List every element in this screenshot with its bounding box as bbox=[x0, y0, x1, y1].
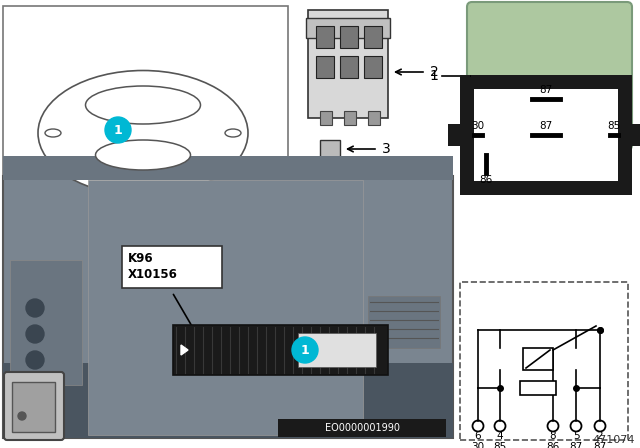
Text: 8: 8 bbox=[550, 431, 556, 441]
Text: X10156: X10156 bbox=[128, 268, 178, 281]
Bar bbox=[460, 75, 470, 85]
Bar bbox=[316, 26, 334, 48]
Bar bbox=[490, 145, 504, 163]
Text: 3: 3 bbox=[382, 142, 391, 156]
Circle shape bbox=[26, 325, 44, 343]
Text: K96: K96 bbox=[128, 251, 154, 264]
FancyBboxPatch shape bbox=[467, 2, 632, 150]
Bar bbox=[308, 10, 388, 118]
Bar bbox=[122, 246, 222, 288]
Text: 30: 30 bbox=[472, 442, 484, 448]
Ellipse shape bbox=[86, 86, 200, 124]
Bar bbox=[278, 419, 446, 437]
Bar bbox=[460, 282, 628, 440]
Bar bbox=[3, 176, 453, 438]
Text: 471074: 471074 bbox=[593, 435, 635, 445]
Bar bbox=[590, 145, 604, 163]
Text: 2: 2 bbox=[430, 65, 439, 79]
Bar bbox=[340, 26, 358, 48]
Circle shape bbox=[105, 117, 131, 143]
Bar bbox=[320, 111, 332, 125]
Ellipse shape bbox=[45, 129, 61, 137]
Ellipse shape bbox=[38, 70, 248, 195]
Bar bbox=[368, 296, 440, 348]
Text: 86: 86 bbox=[547, 442, 559, 448]
Text: 1: 1 bbox=[114, 124, 122, 137]
Bar bbox=[364, 26, 382, 48]
Circle shape bbox=[18, 412, 26, 420]
Text: 2: 2 bbox=[596, 431, 604, 441]
Bar bbox=[368, 111, 380, 125]
Bar bbox=[3, 6, 288, 178]
Polygon shape bbox=[181, 345, 188, 355]
Circle shape bbox=[292, 337, 318, 363]
Bar bbox=[448, 124, 460, 146]
Bar bbox=[88, 180, 363, 435]
Text: 1: 1 bbox=[301, 344, 309, 357]
Bar bbox=[516, 145, 530, 163]
Bar bbox=[10, 260, 82, 385]
Bar bbox=[520, 381, 556, 395]
Bar bbox=[564, 145, 578, 163]
Text: 6: 6 bbox=[475, 431, 481, 441]
Ellipse shape bbox=[95, 140, 191, 170]
Bar bbox=[12, 382, 55, 432]
Text: 4: 4 bbox=[497, 431, 503, 441]
Bar bbox=[344, 111, 356, 125]
Text: 87: 87 bbox=[593, 442, 607, 448]
Bar bbox=[173, 325, 388, 375]
Bar bbox=[460, 75, 632, 195]
Text: 87: 87 bbox=[540, 85, 552, 95]
Bar bbox=[316, 56, 334, 78]
Bar bbox=[320, 140, 340, 158]
Text: 87: 87 bbox=[570, 442, 582, 448]
Bar bbox=[325, 158, 335, 171]
Bar bbox=[632, 124, 640, 146]
Text: 86: 86 bbox=[479, 175, 493, 185]
Text: 87: 87 bbox=[540, 121, 552, 131]
Bar bbox=[460, 185, 470, 195]
Bar bbox=[298, 333, 376, 367]
Text: 85: 85 bbox=[493, 442, 507, 448]
Text: EO0000001990: EO0000001990 bbox=[324, 423, 399, 433]
Bar bbox=[306, 18, 390, 38]
FancyBboxPatch shape bbox=[4, 372, 64, 440]
Bar bbox=[622, 185, 632, 195]
Bar bbox=[340, 56, 358, 78]
Bar bbox=[364, 56, 382, 78]
Bar bbox=[3, 156, 453, 180]
Bar bbox=[523, 348, 553, 370]
Bar bbox=[474, 89, 618, 181]
Bar bbox=[622, 75, 632, 85]
Text: 85: 85 bbox=[607, 121, 621, 131]
Text: 1: 1 bbox=[429, 69, 438, 83]
Ellipse shape bbox=[225, 129, 241, 137]
Text: 30: 30 bbox=[472, 121, 484, 131]
Text: 5: 5 bbox=[573, 431, 579, 441]
Circle shape bbox=[26, 351, 44, 369]
Circle shape bbox=[26, 299, 44, 317]
Bar bbox=[3, 363, 453, 438]
